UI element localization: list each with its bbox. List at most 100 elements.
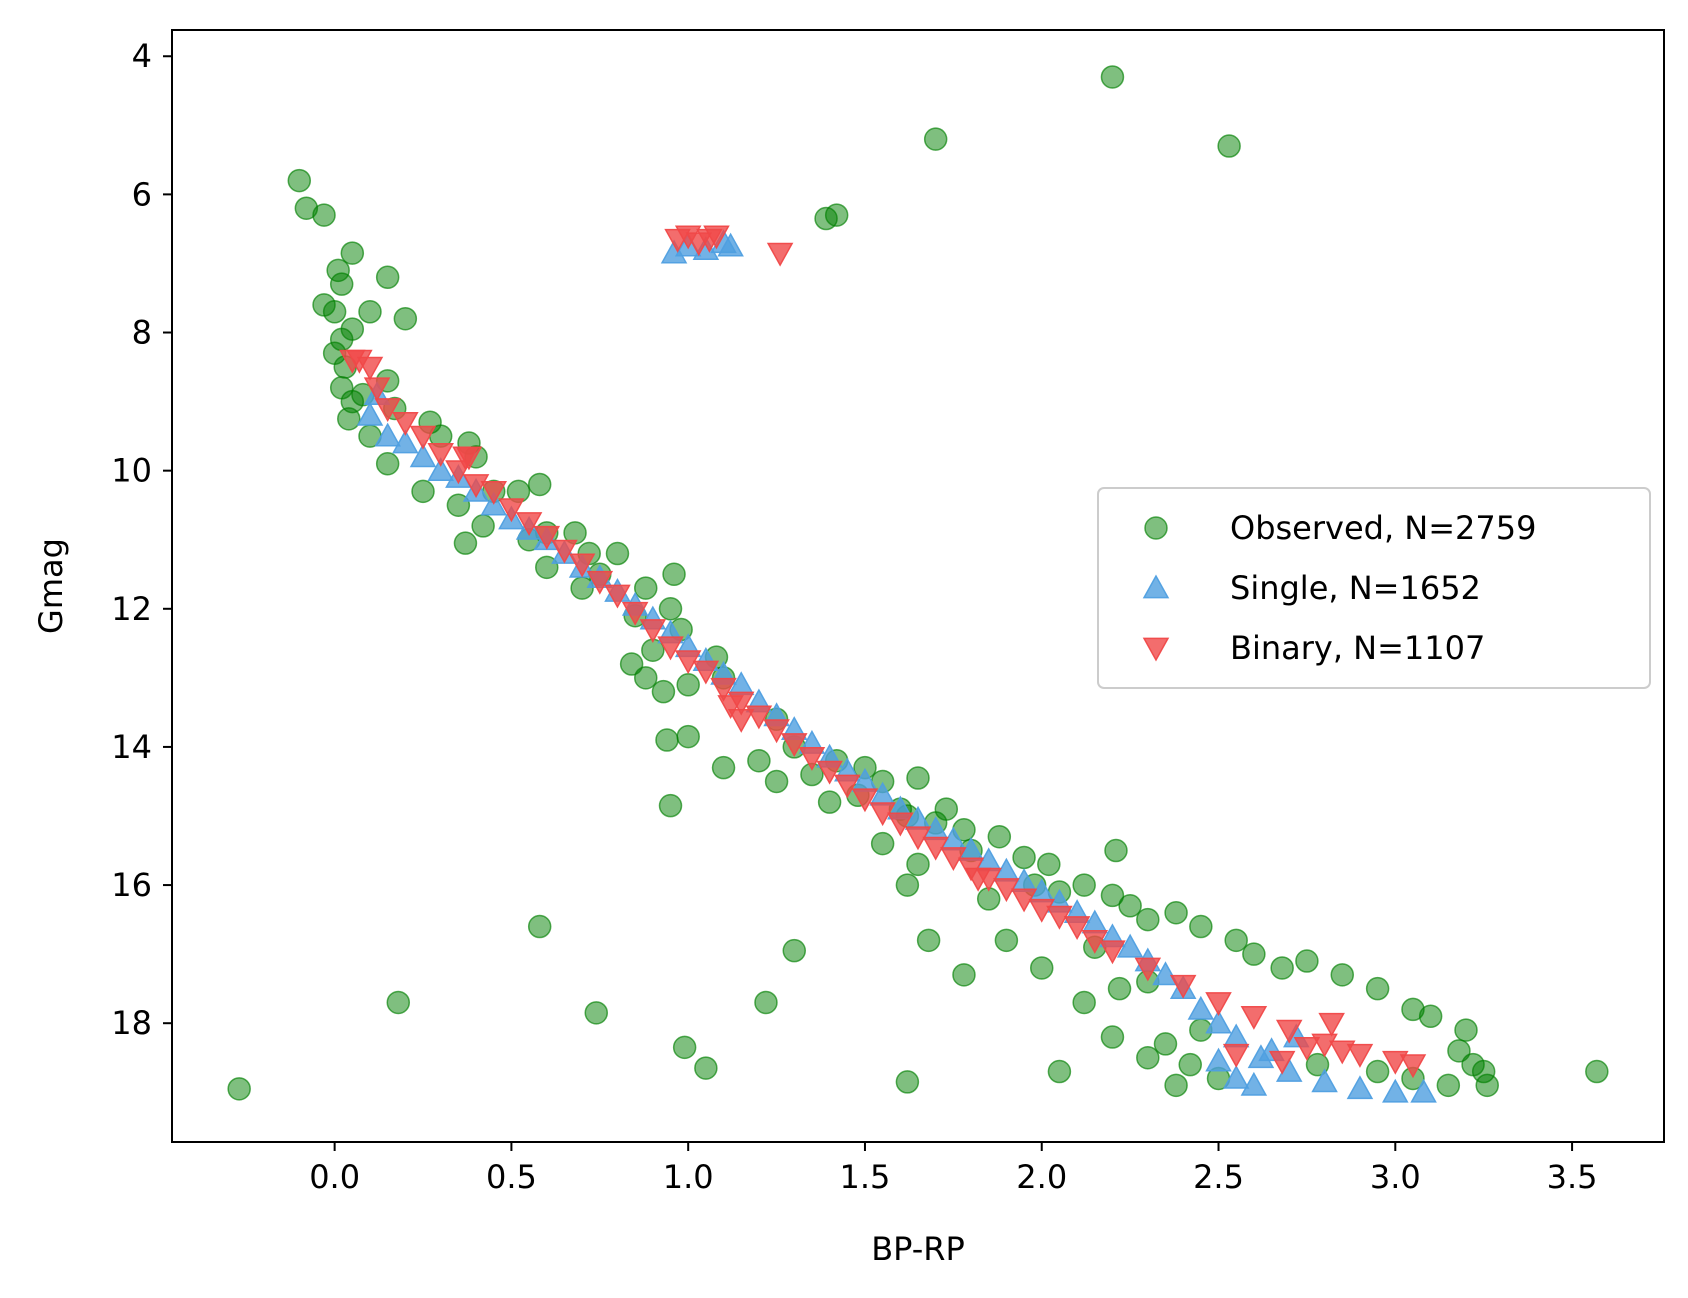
data-point (895, 1070, 920, 1094)
y-tick-label: 4 (132, 37, 152, 75)
data-point (535, 555, 559, 580)
data-point (374, 398, 401, 423)
data-point (754, 990, 778, 1015)
data-point (1100, 1025, 1125, 1049)
data-point (1224, 928, 1248, 953)
data-point (711, 755, 736, 780)
legend-label: Observed, N=2759 (1230, 509, 1536, 547)
data-point (605, 541, 630, 566)
data-point (621, 601, 649, 626)
data-point (906, 766, 930, 790)
data-point (658, 793, 683, 818)
legend-marker (1144, 516, 1168, 540)
data-point (329, 272, 354, 296)
data-point (1475, 1073, 1499, 1098)
data-point (824, 203, 849, 227)
data-point (634, 576, 658, 600)
data-point (1346, 1043, 1374, 1068)
data-point (1346, 1075, 1374, 1100)
data-point (392, 411, 419, 436)
x-tick-label: 2.5 (1193, 1158, 1244, 1196)
data-point (1099, 940, 1126, 965)
data-point (676, 724, 700, 749)
data-point (798, 746, 826, 771)
data-point (887, 812, 914, 837)
data-point (471, 514, 495, 538)
data-point (764, 769, 789, 794)
data-point (710, 677, 737, 702)
data-point (1318, 1012, 1345, 1037)
data-point (568, 553, 596, 578)
series-layer (227, 65, 1609, 1103)
data-point (1178, 1052, 1202, 1077)
plot-frame (171, 29, 1665, 1143)
data-point (356, 356, 384, 381)
data-point (851, 788, 879, 813)
data-point (462, 474, 490, 499)
data-point (1136, 907, 1160, 932)
data-point (780, 733, 808, 758)
legend-marker (1142, 637, 1170, 662)
x-axis-label: BP-RP (871, 1230, 965, 1268)
data-point (651, 679, 676, 704)
data-point (1107, 976, 1132, 1001)
legend-label: Single, N=1652 (1230, 569, 1481, 607)
data-point (445, 460, 472, 485)
data-point (1585, 1059, 1609, 1084)
data-point (1222, 1043, 1250, 1068)
data-point (1240, 1005, 1268, 1030)
data-point (1063, 916, 1091, 941)
data-point (1410, 1078, 1437, 1103)
data-point (1134, 957, 1162, 982)
x-axis: 0.0 0.5 1.0 1.5 2.0 2.5 3.0 3.5 (309, 1142, 1598, 1196)
data-point (817, 790, 842, 814)
data-point (1240, 1071, 1268, 1096)
x-tick-label: 0.5 (486, 1158, 537, 1196)
y-tick-label: 10 (111, 452, 152, 490)
legend: Observed, N=2759 Single, N=1652 Binary, N=… (1097, 487, 1651, 689)
data-point (363, 377, 391, 402)
data-point (994, 928, 1019, 953)
data-point (455, 446, 483, 471)
data-point (1222, 1064, 1250, 1089)
data-point (1136, 1045, 1160, 1070)
data-point (657, 636, 684, 661)
data-point (727, 691, 755, 716)
data-point (1311, 1068, 1338, 1093)
data-point (393, 306, 418, 331)
data-point (287, 168, 312, 193)
y-axis-label: Gmag (32, 538, 70, 634)
y-axis: 4 6 8 10 12 14 16 18 (111, 37, 172, 1042)
data-point (586, 570, 614, 595)
data-point (227, 1077, 251, 1101)
data-point (1029, 956, 1054, 980)
data-point (1205, 1009, 1232, 1034)
data-point (694, 1056, 718, 1080)
x-tick-label: 3.0 (1370, 1158, 1421, 1196)
data-point (527, 472, 552, 497)
data-point (312, 203, 336, 227)
data-point (676, 673, 700, 697)
data-point (386, 990, 411, 1015)
data-point (533, 525, 561, 550)
data-point (1270, 956, 1294, 980)
data-point (337, 407, 361, 431)
data-point (427, 443, 454, 467)
data-point (551, 539, 578, 564)
y-tick-label: 8 (132, 314, 152, 352)
data-point (1365, 976, 1390, 1001)
y-tick-label: 18 (111, 1004, 152, 1042)
data-point (1268, 1050, 1296, 1075)
series-2 (339, 225, 1427, 1079)
data-point (639, 619, 667, 644)
legend-label: Binary, N=1107 (1230, 629, 1485, 667)
data-point (409, 443, 437, 468)
data-point (987, 824, 1012, 849)
data-point (1100, 65, 1125, 89)
data-point (727, 708, 755, 733)
data-point (340, 241, 365, 265)
legend-box (1097, 487, 1651, 689)
data-point (1118, 894, 1142, 918)
data-point (1012, 845, 1036, 870)
